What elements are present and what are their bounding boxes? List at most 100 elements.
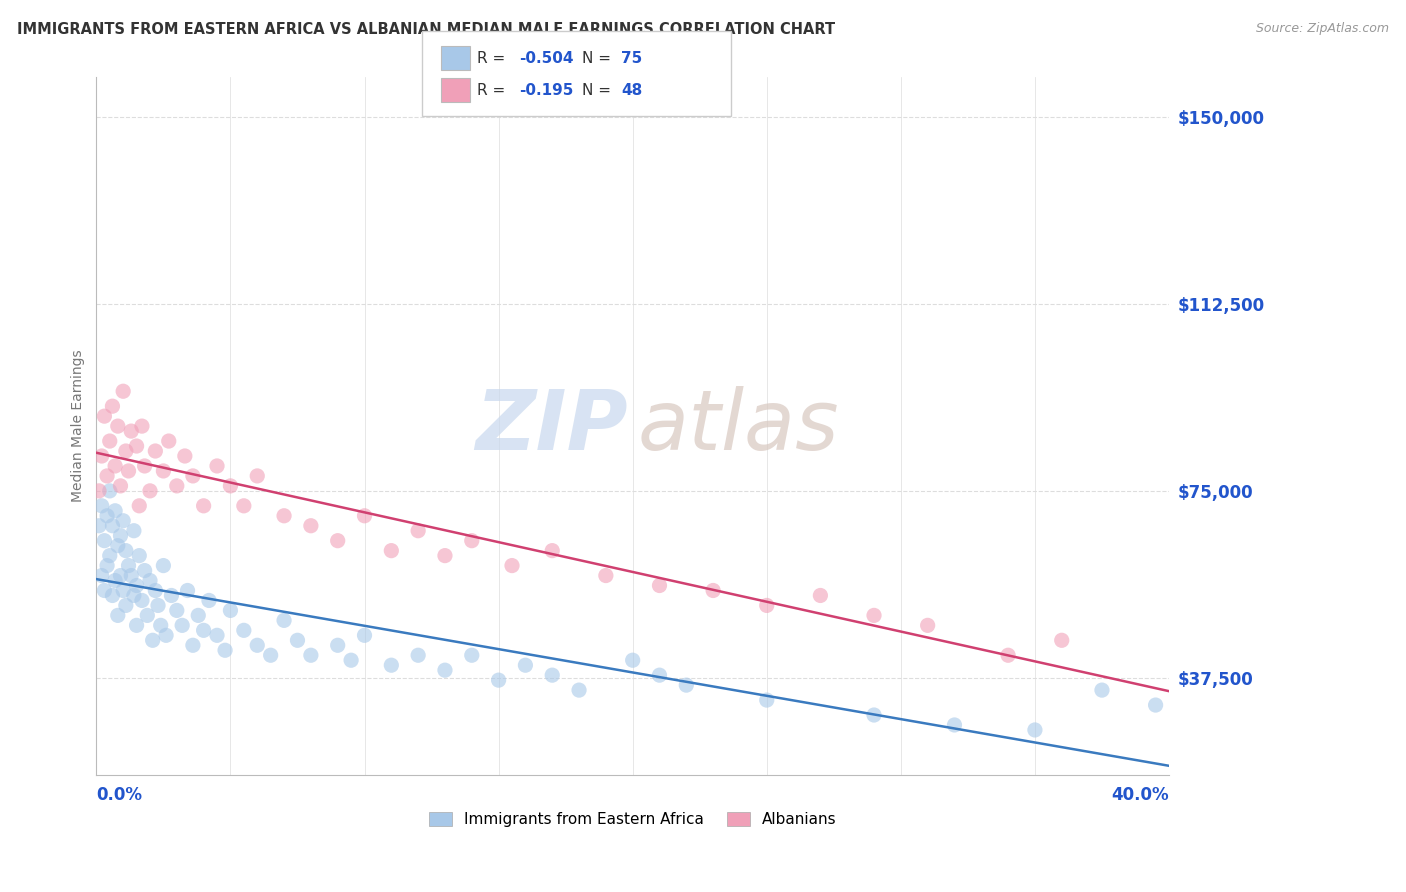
Point [501,558,523,573]
Point [93,583,115,598]
Point [139,483,162,498]
Text: ZIP: ZIP [475,385,627,467]
Text: N =: N = [582,51,616,66]
Point [87,483,110,498]
Point [146,599,169,613]
Point [120,424,142,438]
Point [863,608,886,623]
Point [96,508,118,523]
Point [433,663,456,677]
Point [595,568,617,582]
Point [488,673,510,687]
Point [1091,683,1114,698]
Text: R =: R = [477,51,510,66]
Point [134,564,156,578]
Point [198,593,221,607]
Point [1144,698,1167,712]
Point [181,469,204,483]
Point [112,514,135,528]
Point [139,574,162,588]
Point [104,504,127,518]
Point [260,648,283,663]
Point [152,464,174,478]
Text: Source: ZipAtlas.com: Source: ZipAtlas.com [1256,22,1389,36]
Point [110,479,132,493]
Text: -0.504: -0.504 [519,51,574,66]
Point [219,479,242,493]
Point [87,518,110,533]
Point [205,458,228,473]
Point [101,518,124,533]
Point [187,608,209,623]
Point [1024,723,1046,737]
Point [648,668,671,682]
Point [149,618,172,632]
Text: 75: 75 [621,51,643,66]
Point [117,558,139,573]
Point [917,618,939,632]
Point [110,568,132,582]
Point [353,628,375,642]
Point [997,648,1019,663]
Point [353,508,375,523]
Point [193,624,215,638]
Point [160,589,183,603]
Point [193,499,215,513]
Point [205,628,228,642]
Point [702,583,724,598]
Point [120,568,142,582]
Point [125,578,148,592]
Point [299,648,322,663]
Point [181,638,204,652]
Point [107,419,129,434]
Point [675,678,697,692]
Point [112,384,135,399]
Point [232,499,254,513]
Point [131,419,153,434]
Point [406,524,429,538]
Point [104,574,127,588]
Point [104,458,127,473]
Point [219,603,242,617]
Point [173,449,195,463]
Point [101,589,124,603]
Point [115,543,138,558]
Point [273,613,295,627]
Point [134,458,156,473]
Point [98,434,121,448]
Point [166,479,188,493]
Point [98,549,121,563]
Point [166,603,188,617]
Point [1050,633,1073,648]
Point [515,658,537,673]
Point [117,464,139,478]
Text: 0.0%: 0.0% [97,786,142,804]
Point [406,648,429,663]
Point [176,583,198,598]
Point [125,439,148,453]
Point [93,409,115,424]
Point [621,653,644,667]
Point [808,589,831,603]
Point [125,618,148,632]
Text: IMMIGRANTS FROM EASTERN AFRICA VS ALBANIAN MEDIAN MALE EARNINGS CORRELATION CHAR: IMMIGRANTS FROM EASTERN AFRICA VS ALBANI… [17,22,835,37]
Point [232,624,254,638]
Point [461,648,484,663]
Point [273,508,295,523]
Point [107,608,129,623]
Point [98,483,121,498]
Text: -0.195: -0.195 [519,83,574,98]
Point [755,693,778,707]
Point [115,599,138,613]
Point [128,549,150,563]
Point [755,599,778,613]
Point [128,499,150,513]
Point [380,543,402,558]
Point [157,434,180,448]
Point [541,668,564,682]
Point [380,658,402,673]
Point [90,568,112,582]
Text: atlas: atlas [638,385,839,467]
Point [155,628,177,642]
Point [943,718,966,732]
